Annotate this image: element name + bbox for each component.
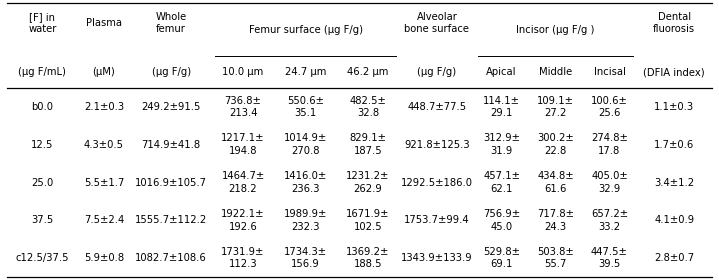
Text: 1753.7±99.4: 1753.7±99.4	[404, 215, 470, 225]
Text: (µg F/g): (µg F/g)	[152, 67, 191, 77]
Text: (µg F/mL): (µg F/mL)	[19, 67, 66, 77]
Text: 2.1±0.3: 2.1±0.3	[84, 102, 124, 112]
Text: Middle: Middle	[539, 67, 572, 77]
Text: 25.0: 25.0	[31, 178, 53, 188]
Text: 1416.0±
236.3: 1416.0± 236.3	[284, 171, 327, 194]
Text: 1731.9±
112.3: 1731.9± 112.3	[221, 247, 265, 269]
Text: 1369.2±
188.5: 1369.2± 188.5	[347, 247, 390, 269]
Text: 1082.7±108.6: 1082.7±108.6	[135, 253, 207, 263]
Text: Femur surface (µg F/g): Femur surface (µg F/g)	[249, 25, 362, 34]
Text: c12.5/37.5: c12.5/37.5	[16, 253, 69, 263]
Text: Incisor (µg F/g ): Incisor (µg F/g )	[516, 25, 595, 34]
Text: 1464.7±
218.2: 1464.7± 218.2	[221, 171, 265, 194]
Text: 529.8±
69.1: 529.8± 69.1	[483, 247, 520, 269]
Text: 921.8±125.3: 921.8±125.3	[404, 140, 470, 150]
Text: 1231.2±
262.9: 1231.2± 262.9	[347, 171, 390, 194]
Text: 10.0 µm: 10.0 µm	[222, 67, 264, 77]
Text: 1989.9±
232.3: 1989.9± 232.3	[284, 209, 327, 232]
Text: 1.1±0.3: 1.1±0.3	[654, 102, 695, 112]
Text: 312.9±
31.9: 312.9± 31.9	[483, 134, 520, 156]
Text: 714.9±41.8: 714.9±41.8	[142, 140, 201, 150]
Text: 1292.5±186.0: 1292.5±186.0	[401, 178, 473, 188]
Text: 3.4±1.2: 3.4±1.2	[654, 178, 695, 188]
Text: 1014.9±
270.8: 1014.9± 270.8	[284, 134, 327, 156]
Text: 24.7 µm: 24.7 µm	[285, 67, 326, 77]
Text: 46.2 µm: 46.2 µm	[347, 67, 389, 77]
Text: 1922.1±
192.6: 1922.1± 192.6	[221, 209, 265, 232]
Text: 100.6±
25.6: 100.6± 25.6	[591, 95, 628, 118]
Text: 114.1±
29.1: 114.1± 29.1	[483, 95, 520, 118]
Text: Apical: Apical	[486, 67, 517, 77]
Text: 4.3±0.5: 4.3±0.5	[84, 140, 124, 150]
Text: 37.5: 37.5	[31, 215, 53, 225]
Text: 482.5±
32.8: 482.5± 32.8	[349, 95, 387, 118]
Text: 657.2±
33.2: 657.2± 33.2	[591, 209, 628, 232]
Text: 448.7±77.5: 448.7±77.5	[408, 102, 467, 112]
Text: Alveolar
bone surface: Alveolar bone surface	[405, 12, 470, 34]
Text: 447.5±
39.5: 447.5± 39.5	[591, 247, 628, 269]
Text: 829.1±
187.5: 829.1± 187.5	[349, 134, 387, 156]
Text: Dental
fluorosis: Dental fluorosis	[653, 12, 695, 34]
Text: 5.5±1.7: 5.5±1.7	[83, 178, 124, 188]
Text: 1671.9±
102.5: 1671.9± 102.5	[347, 209, 390, 232]
Text: 274.8±
17.8: 274.8± 17.8	[591, 134, 628, 156]
Text: [F] in
water: [F] in water	[28, 12, 57, 34]
Text: (µg F/g): (µg F/g)	[418, 67, 457, 77]
Text: Whole
femur: Whole femur	[155, 12, 187, 34]
Text: 756.9±
45.0: 756.9± 45.0	[483, 209, 520, 232]
Text: 1217.1±
194.8: 1217.1± 194.8	[221, 134, 265, 156]
Text: 717.8±
24.3: 717.8± 24.3	[537, 209, 574, 232]
Text: 1016.9±105.7: 1016.9±105.7	[135, 178, 207, 188]
Text: 1734.3±
156.9: 1734.3± 156.9	[284, 247, 327, 269]
Text: 405.0±
32.9: 405.0± 32.9	[591, 171, 628, 194]
Text: 434.8±
61.6: 434.8± 61.6	[537, 171, 574, 194]
Text: 550.6±
35.1: 550.6± 35.1	[287, 95, 324, 118]
Text: 249.2±91.5: 249.2±91.5	[142, 102, 201, 112]
Text: 1.7±0.6: 1.7±0.6	[654, 140, 695, 150]
Text: (DFIA index): (DFIA index)	[644, 67, 705, 77]
Text: Incisal: Incisal	[594, 67, 626, 77]
Text: 1555.7±112.2: 1555.7±112.2	[135, 215, 207, 225]
Text: (µM): (µM)	[93, 67, 115, 77]
Text: 300.2±
22.8: 300.2± 22.8	[537, 134, 574, 156]
Text: 1343.9±133.9: 1343.9±133.9	[401, 253, 473, 263]
Text: 457.1±
62.1: 457.1± 62.1	[483, 171, 520, 194]
Text: 2.8±0.7: 2.8±0.7	[654, 253, 695, 263]
Text: 736.8±
213.4: 736.8± 213.4	[224, 95, 262, 118]
Text: 7.5±2.4: 7.5±2.4	[84, 215, 124, 225]
Text: Plasma: Plasma	[86, 18, 122, 28]
Text: b0.0: b0.0	[32, 102, 53, 112]
Text: 4.1±0.9: 4.1±0.9	[654, 215, 695, 225]
Text: 12.5: 12.5	[31, 140, 53, 150]
Text: 503.8±
55.7: 503.8± 55.7	[537, 247, 574, 269]
Text: 5.9±0.8: 5.9±0.8	[84, 253, 124, 263]
Text: 109.1±
27.2: 109.1± 27.2	[537, 95, 574, 118]
